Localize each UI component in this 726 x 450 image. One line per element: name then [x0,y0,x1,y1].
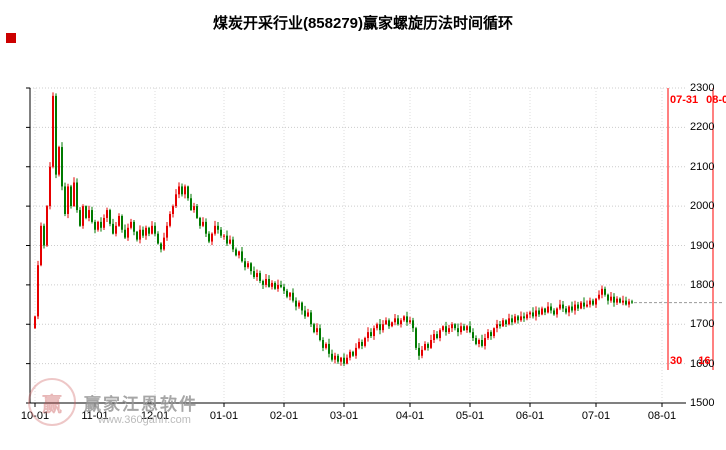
y-axis-label: 2000 [690,200,715,213]
x-axis-label: 08-01 [647,410,677,422]
brand-logo-icon: 赢 [28,378,76,426]
cycle-count-labels: 30 16 [670,355,726,367]
x-axis-label: 07-01 [581,410,611,422]
x-axis-label: 01-01 [209,410,239,422]
x-axis-label: 11-01 [81,410,109,422]
x-axis-label: 04-01 [395,410,425,422]
x-axis-label: 02-01 [269,410,299,422]
brand-logo-char: 赢 [42,393,62,416]
y-axis-label: 1800 [690,278,715,291]
y-axis-label: 1600 [690,357,715,370]
corner-marker [6,33,16,43]
y-axis-label: 1500 [690,397,715,409]
cycle-count-2: 16 [698,355,711,367]
y-axis-label: 2300 [690,82,715,94]
x-axis-label: 12-01 [140,410,170,422]
chart-title: 煤炭开采行业(858279)赢家螺旋历法时间循环 [212,15,514,32]
y-axis-label: 1900 [690,239,715,252]
x-axis-label: 03-01 [329,410,359,422]
watermark-url: www.360gann.com [98,414,191,426]
y-axis-label: 2200 [690,121,715,134]
x-axis-label: 06-01 [515,410,545,422]
watermark-brand: 赢家江恩软件 [84,395,198,414]
x-axis-label: 05-01 [455,410,485,422]
y-axis-label: 2100 [690,160,715,173]
y-axis-label: 1700 [690,318,715,331]
cycle-date-2: 08-08 [706,94,726,106]
cycle-count-1: 30 [670,355,683,367]
cycle-date-1: 07-31 [670,94,699,106]
cycle-date-labels: 07-31 08-08 [670,94,726,106]
